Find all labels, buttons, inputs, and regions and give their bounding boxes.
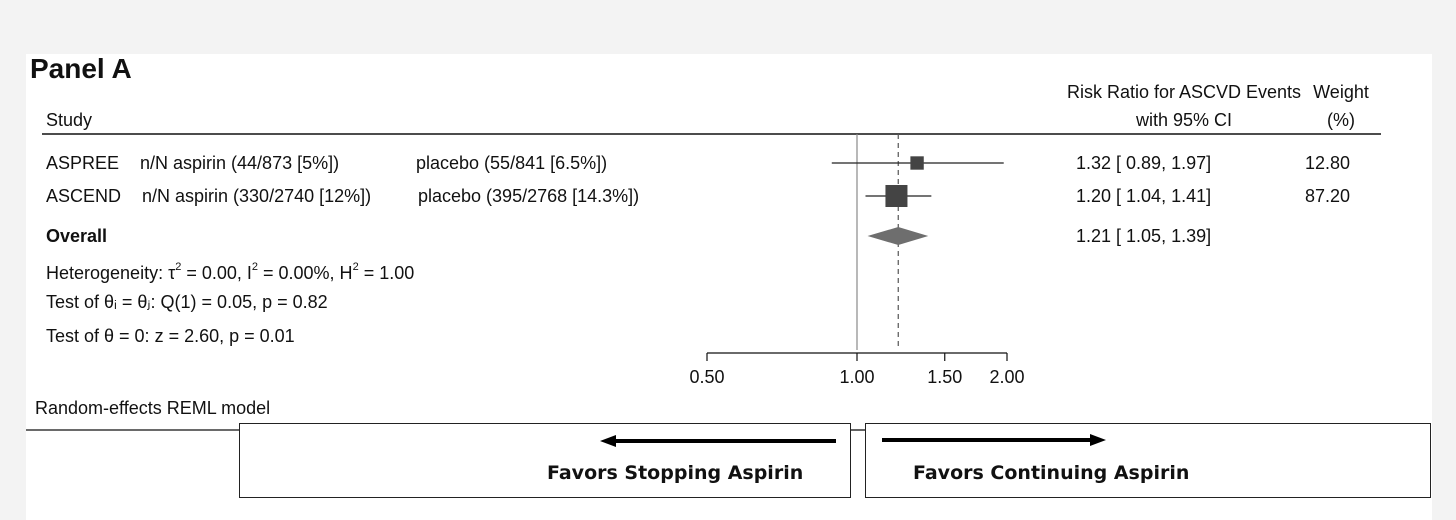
favors-continuing-box <box>865 423 1431 498</box>
panel-title: Panel A <box>30 53 132 84</box>
test-homogeneity: Test of θᵢ = θⱼ: Q(1) = 0.05, p = 0.82 <box>46 292 328 312</box>
overall-ci-text: 1.21 [ 1.05, 1.39] <box>1076 226 1212 246</box>
x-tick-label: 1.00 <box>839 367 874 387</box>
left-arrow-head <box>600 435 616 447</box>
overall-label: Overall <box>46 226 108 246</box>
header-weight-line1: Weight <box>1313 82 1369 102</box>
study-aspirin-count: n/N aspirin (330/2740 [12%]) <box>142 186 372 206</box>
overall-diamond <box>867 227 929 245</box>
study-placebo-count: placebo (395/2768 [14.3%]) <box>418 186 640 206</box>
header-effect-line1: Risk Ratio for ASCVD Events <box>1066 82 1302 102</box>
study-ci-text: 1.20 [ 1.04, 1.41] <box>1076 186 1212 206</box>
study-weight-square <box>910 156 924 170</box>
model-note: Random-effects REML model <box>35 398 271 418</box>
study-weight: 12.80 <box>1304 153 1350 173</box>
study-aspirin-count: n/N aspirin (44/873 [5%]) <box>140 153 340 173</box>
x-tick-label: 1.50 <box>927 367 962 387</box>
header-effect-line2: with 95% CI <box>1135 110 1233 130</box>
favors-stopping-box <box>239 423 851 498</box>
favors-continuing-label: Favors Continuing Aspirin <box>913 462 1190 484</box>
forest-plot-area: 0.50 1.00 1.50 2.00 <box>26 133 1381 431</box>
forest-plot-panel: Panel A Study Risk Ratio for ASCVD Event… <box>26 54 1432 520</box>
header-study: Study <box>46 110 93 130</box>
header-weight-line2: (%) <box>1327 110 1355 130</box>
study-ci-text: 1.32 [ 0.89, 1.97] <box>1076 153 1212 173</box>
heterogeneity-stats: Heterogeneity: τ2 = 0.00, I2 = 0.00%, H2… <box>46 261 415 283</box>
favors-arrows <box>600 434 1106 447</box>
x-tick-label: 2.00 <box>989 367 1024 387</box>
study-name: ASCEND <box>46 186 122 206</box>
right-arrow-head <box>1090 434 1106 446</box>
favors-stopping-label: Favors Stopping Aspirin <box>547 462 804 484</box>
study-placebo-count: placebo (55/841 [6.5%]) <box>416 153 608 173</box>
test-overall-effect: Test of θ = 0: z = 2.60, p = 0.01 <box>46 326 295 346</box>
study-weight-square <box>885 184 908 208</box>
study-weight: 87.20 <box>1304 186 1350 206</box>
study-name: ASPREE <box>46 153 120 173</box>
x-tick-label: 0.50 <box>689 367 724 387</box>
